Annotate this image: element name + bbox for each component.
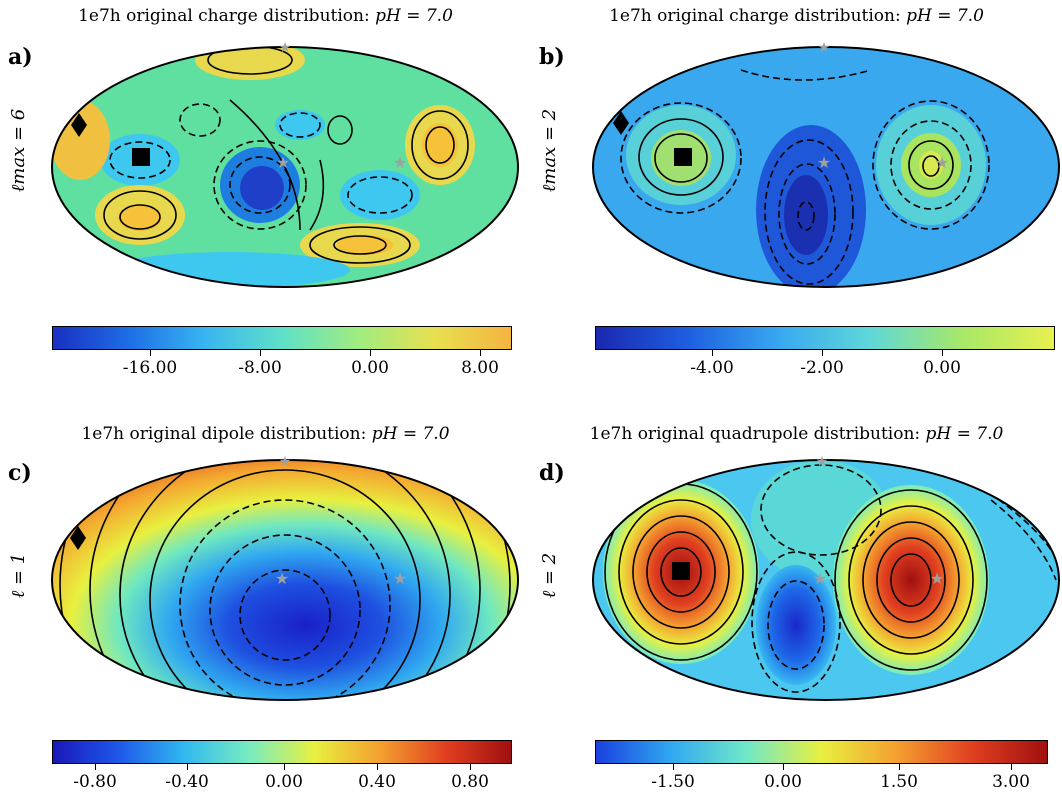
panel-b-tick: -4.00 <box>690 358 734 378</box>
panel-c-tick: 0.00 <box>265 772 303 792</box>
panel-d-tick: 1.50 <box>880 772 918 792</box>
svg-text:★: ★ <box>276 153 290 172</box>
svg-text:★: ★ <box>930 569 944 588</box>
svg-text:★: ★ <box>279 454 292 470</box>
panel-b-colorbar <box>595 326 1055 350</box>
panel-c-title: 1e7h original dipole distribution: pH = … <box>81 424 450 444</box>
svg-text:★: ★ <box>279 40 292 56</box>
svg-text:★: ★ <box>817 153 831 172</box>
panel-d-tick: 0.00 <box>764 772 802 792</box>
panel-b-contours <box>620 69 990 285</box>
panel-a-letter: a) <box>8 44 33 70</box>
panel-b: 1e7h original charge distribution: pH = … <box>531 0 1062 400</box>
panel-a-tick: 0.00 <box>351 358 389 378</box>
panel-a-contours <box>103 47 469 264</box>
panel-d-colorbar <box>595 740 1048 764</box>
svg-text:★: ★ <box>393 153 407 172</box>
panel-a-tick: -16.00 <box>122 358 178 378</box>
panel-d-title: 1e7h original quadrupole distribution: p… <box>589 424 1004 444</box>
panel-d-tick: 3.00 <box>992 772 1030 792</box>
panel-a-mollweide-map: ★ ★ ★ <box>51 40 519 288</box>
panel-a-tick: 8.00 <box>461 358 499 378</box>
svg-text:★: ★ <box>393 569 407 588</box>
panel-a-title: 1e7h original charge distribution: pH = … <box>78 6 453 26</box>
panel-a-map-border <box>51 46 519 288</box>
panel-c-mollweide-map: ★ ★ ★ <box>51 454 519 701</box>
panel-b-map-border <box>592 46 1060 288</box>
svg-text:★: ★ <box>818 40 831 56</box>
panel-a: 1e7h original charge distribution: pH = … <box>0 0 531 400</box>
panel-b-title: 1e7h original charge distribution: pH = … <box>609 6 984 26</box>
panel-c-map-border <box>51 459 519 701</box>
panel-b-markers: ★ ★ ★ <box>613 40 949 172</box>
panel-d-map-border <box>592 459 1060 701</box>
panel-d-letter: d) <box>539 460 565 486</box>
panel-b-tick: -2.00 <box>800 358 844 378</box>
panel-c-tick: -0.40 <box>165 772 209 792</box>
panel-c-tick: -0.80 <box>73 772 117 792</box>
panel-d: 1e7h original quadrupole distribution: p… <box>531 400 1062 800</box>
svg-text:★: ★ <box>813 569 827 588</box>
panel-c-tick: 0.40 <box>358 772 396 792</box>
svg-text:★: ★ <box>816 454 829 470</box>
panel-d-mollweide-map: ★ ★ ★ <box>592 454 1060 701</box>
svg-text:★: ★ <box>935 153 949 172</box>
panel-c-markers: ★ ★ ★ <box>70 454 407 588</box>
panel-b-mollweide-map: ★ ★ ★ <box>592 40 1060 288</box>
panel-c-letter: c) <box>8 460 32 486</box>
panel-a-markers: ★ ★ ★ <box>71 40 407 172</box>
panel-d-markers: ★ ★ ★ <box>672 454 944 588</box>
panel-a-colorbar <box>52 326 512 350</box>
panel-d-tick: -1.50 <box>651 772 695 792</box>
panel-b-letter: b) <box>539 44 565 70</box>
svg-text:★: ★ <box>275 569 289 588</box>
panel-c-tick: 0.80 <box>451 772 489 792</box>
panel-c-contours <box>52 460 518 700</box>
panel-c: 1e7h original dipole distribution: pH = … <box>0 400 531 800</box>
panel-c-colorbar <box>52 740 512 764</box>
panel-b-tick: 0.00 <box>923 358 961 378</box>
panel-a-tick: -8.00 <box>238 358 282 378</box>
panel-d-contours <box>604 464 1057 693</box>
